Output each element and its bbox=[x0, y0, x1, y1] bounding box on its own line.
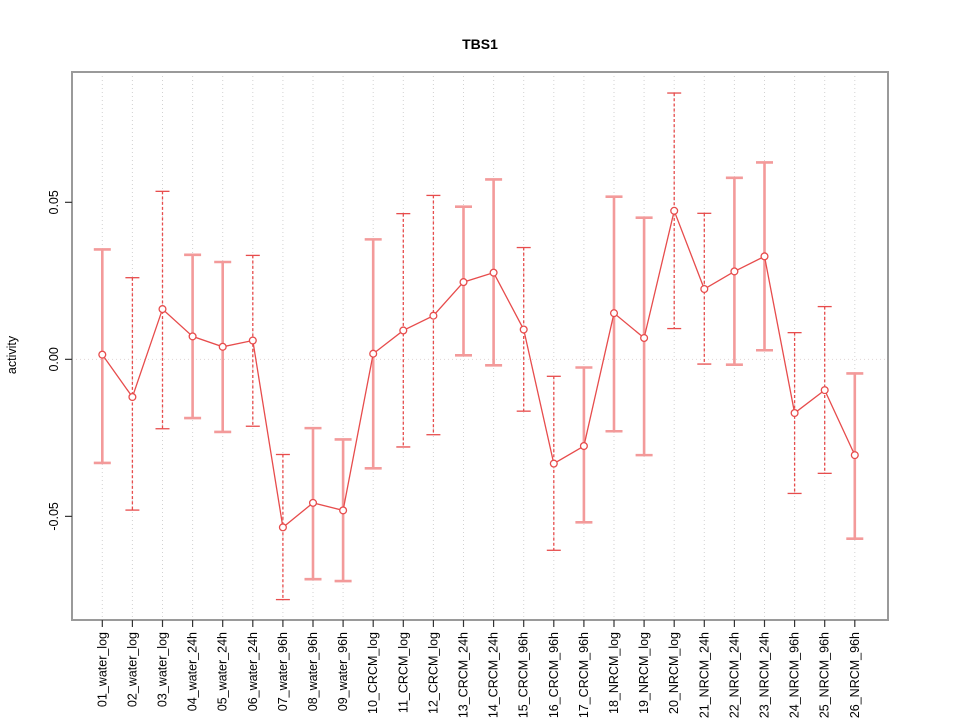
data-point-marker bbox=[670, 206, 679, 215]
x-tick-label: 07_water_96h bbox=[276, 632, 290, 711]
data-point-marker bbox=[609, 309, 619, 318]
x-tick-label: 10_CRCM_log bbox=[366, 632, 380, 714]
data-point-marker bbox=[98, 350, 107, 359]
x-tick-label: 19_NRCM_log bbox=[637, 632, 651, 714]
data-point-marker bbox=[158, 305, 167, 314]
data-point-marker bbox=[339, 506, 348, 515]
data-point-marker bbox=[308, 498, 318, 507]
data-point-marker bbox=[429, 311, 438, 320]
chart-title: TBS1 bbox=[462, 36, 498, 52]
data-point-marker bbox=[700, 284, 709, 294]
data-point-marker bbox=[790, 408, 799, 418]
y-tick-label: 0.05 bbox=[47, 190, 61, 214]
data-point-marker bbox=[128, 392, 137, 402]
x-tick-label: 22_NRCM_24h bbox=[727, 632, 741, 718]
data-point-marker bbox=[278, 523, 287, 532]
x-tick-label: 20_NRCM_log bbox=[667, 632, 681, 714]
data-point-marker bbox=[399, 326, 408, 335]
x-tick-label: 05_water_24h bbox=[216, 632, 230, 711]
data-point-marker bbox=[549, 459, 558, 468]
y-tick-label: 0.00 bbox=[47, 347, 61, 371]
data-point-marker bbox=[640, 333, 649, 343]
x-tick-label: 21_NRCM_24h bbox=[697, 632, 711, 718]
y-tick-label: -0.05 bbox=[47, 502, 61, 531]
x-tick-label: 23_NRCM_24h bbox=[758, 632, 772, 718]
x-tick-label: 06_water_24h bbox=[246, 632, 260, 711]
x-tick-label: 04_water_24h bbox=[186, 632, 200, 711]
x-tick-label: 25_NRCM_96h bbox=[818, 632, 832, 718]
x-tick-label: 26_NRCM_96h bbox=[848, 632, 862, 718]
x-tick-label: 12_CRCM_log bbox=[426, 632, 440, 714]
data-point-marker bbox=[218, 342, 227, 351]
plot-border bbox=[71, 71, 889, 621]
x-tick-label: 09_water_96h bbox=[336, 632, 350, 711]
data-point-marker bbox=[369, 349, 378, 358]
data-point-marker bbox=[489, 268, 498, 277]
data-point-marker bbox=[188, 332, 197, 341]
data-point-marker bbox=[820, 386, 829, 395]
x-tick-label: 13_CRCM_24h bbox=[457, 632, 471, 718]
data-point-marker bbox=[730, 267, 739, 276]
x-tick-label: 15_CRCM_96h bbox=[517, 632, 531, 718]
data-point-marker bbox=[760, 252, 769, 261]
x-tick-label: 14_CRCM_24h bbox=[487, 632, 501, 718]
x-tick-label: 08_water_96h bbox=[306, 632, 320, 711]
x-tick-label: 24_NRCM_96h bbox=[788, 632, 802, 718]
x-tick-label: 18_NRCM_log bbox=[607, 632, 621, 714]
x-tick-label: 17_CRCM_96h bbox=[577, 632, 591, 718]
x-tick-label: 03_water_log bbox=[156, 632, 170, 707]
data-point-marker bbox=[519, 325, 528, 334]
data-line bbox=[101, 208, 856, 529]
data-point-marker bbox=[248, 336, 257, 345]
data-point-marker bbox=[459, 278, 468, 287]
x-tick-label: 16_CRCM_96h bbox=[547, 632, 561, 718]
data-point-marker bbox=[850, 451, 859, 460]
x-tick-label: 01_water_log bbox=[95, 632, 109, 707]
x-tick-label: 11_CRCM_log bbox=[396, 632, 410, 713]
data-point-marker bbox=[579, 441, 588, 451]
x-tick-label: 02_water_log bbox=[125, 632, 139, 707]
